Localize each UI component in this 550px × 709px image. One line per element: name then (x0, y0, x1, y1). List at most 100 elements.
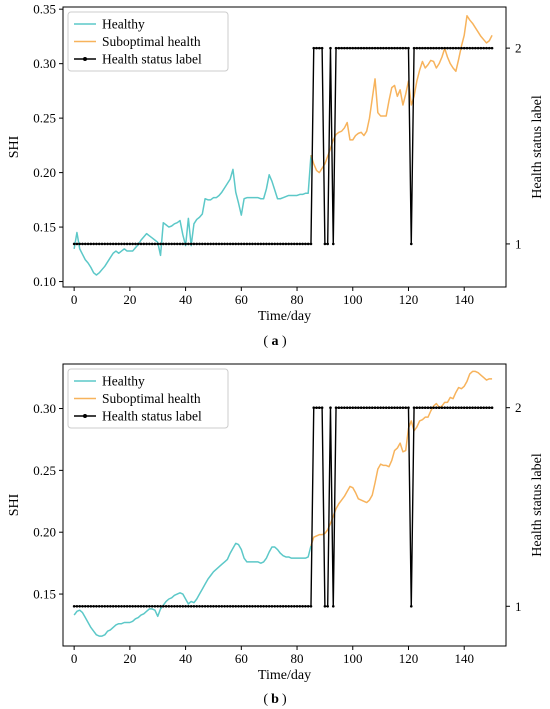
label-point (251, 242, 254, 246)
label-point (86, 242, 90, 246)
label-point (393, 46, 396, 50)
label-point (359, 46, 363, 50)
x-tick-label: 140 (454, 651, 474, 666)
label-point (192, 242, 196, 246)
label-point (323, 604, 327, 608)
y-tick-label: 0.30 (33, 401, 56, 416)
panel-label-b: b (271, 692, 279, 707)
label-point (111, 242, 115, 246)
label-point (281, 604, 285, 608)
label-point (209, 242, 212, 246)
chart-panel-b: 0 20 40 60 80 100 120 140 0.15 0.20 0.25 0.30 1 2 Time… (7, 363, 545, 683)
panel-caption-b: ( b ) (263, 692, 287, 707)
label-point (123, 242, 126, 246)
label-point (231, 242, 235, 246)
label-point (368, 46, 371, 50)
x-tick-label: 100 (343, 651, 363, 666)
series-line-suboptimal (310, 370, 493, 547)
label-point (440, 46, 444, 50)
label-point (198, 242, 201, 246)
label-point (259, 242, 263, 246)
label-point (407, 406, 410, 409)
label-point (106, 604, 109, 608)
label-point (465, 406, 469, 409)
label-point (156, 604, 160, 608)
label-point (448, 46, 452, 50)
label-point (337, 406, 341, 409)
label-point (259, 604, 263, 608)
x-axis-label: Time/day (258, 668, 311, 683)
legend-label: Suboptimal health (102, 391, 201, 406)
legend-item: Health status label (74, 52, 202, 67)
label-point (195, 604, 199, 608)
label-point (220, 242, 224, 246)
label-point (206, 604, 210, 608)
label-point (281, 242, 285, 246)
x-tick-label: 0 (71, 292, 78, 307)
legend-box (67, 368, 229, 429)
label-point (173, 604, 176, 608)
label-point (189, 604, 193, 608)
label-point (460, 46, 463, 50)
label-point (348, 406, 352, 409)
label-point (343, 406, 346, 409)
label-point (148, 242, 151, 246)
y-tick-label: 0.20 (33, 525, 56, 540)
label-point (209, 604, 212, 608)
label-point (97, 604, 101, 608)
label-point (485, 406, 488, 409)
label-point (217, 604, 221, 608)
y-tick-label: 0.35 (33, 2, 56, 17)
label-point (354, 406, 357, 409)
label-point (83, 604, 87, 608)
label-point (81, 242, 84, 246)
label-point (396, 46, 399, 50)
label-point (304, 604, 307, 608)
legend-item: Health status label (74, 409, 202, 424)
x-tick-label: 120 (399, 651, 419, 666)
label-point (290, 604, 293, 608)
label-point (365, 46, 368, 50)
label-point (162, 604, 165, 608)
label-point (214, 242, 218, 246)
label-point (357, 46, 360, 50)
label-point (490, 406, 494, 409)
label-point (142, 604, 146, 608)
label-point (362, 406, 366, 409)
label-point (103, 604, 107, 608)
svg-text:(: ( (263, 334, 268, 349)
x-tick-label: 60 (235, 651, 248, 666)
label-point (443, 46, 447, 50)
label-point (295, 242, 299, 246)
label-point (267, 242, 271, 246)
x-tick-label: 60 (235, 292, 248, 307)
label-point (86, 604, 90, 608)
label-point (432, 406, 435, 409)
label-point (426, 46, 430, 50)
label-point (373, 46, 377, 50)
label-point (181, 604, 185, 608)
label-point (351, 46, 355, 50)
label-point (390, 46, 394, 50)
label-point (265, 242, 268, 246)
label-point (114, 242, 118, 246)
label-point (109, 604, 112, 608)
label-point (153, 242, 157, 246)
label-point (465, 46, 469, 50)
x-tick-label: 40 (179, 651, 192, 666)
label-point (409, 604, 413, 608)
svg-text:(: ( (263, 692, 268, 707)
label-point (228, 604, 232, 608)
label-point (412, 46, 416, 50)
label-point (384, 406, 388, 409)
label-point (457, 406, 460, 409)
label-point (312, 406, 316, 409)
x-tick-label: 80 (291, 651, 304, 666)
label-point (92, 604, 95, 608)
label-point (460, 406, 463, 409)
label-point (292, 242, 296, 246)
label-point (440, 406, 444, 409)
label-point (482, 46, 486, 50)
label-point (471, 46, 474, 50)
label-point (83, 242, 87, 246)
